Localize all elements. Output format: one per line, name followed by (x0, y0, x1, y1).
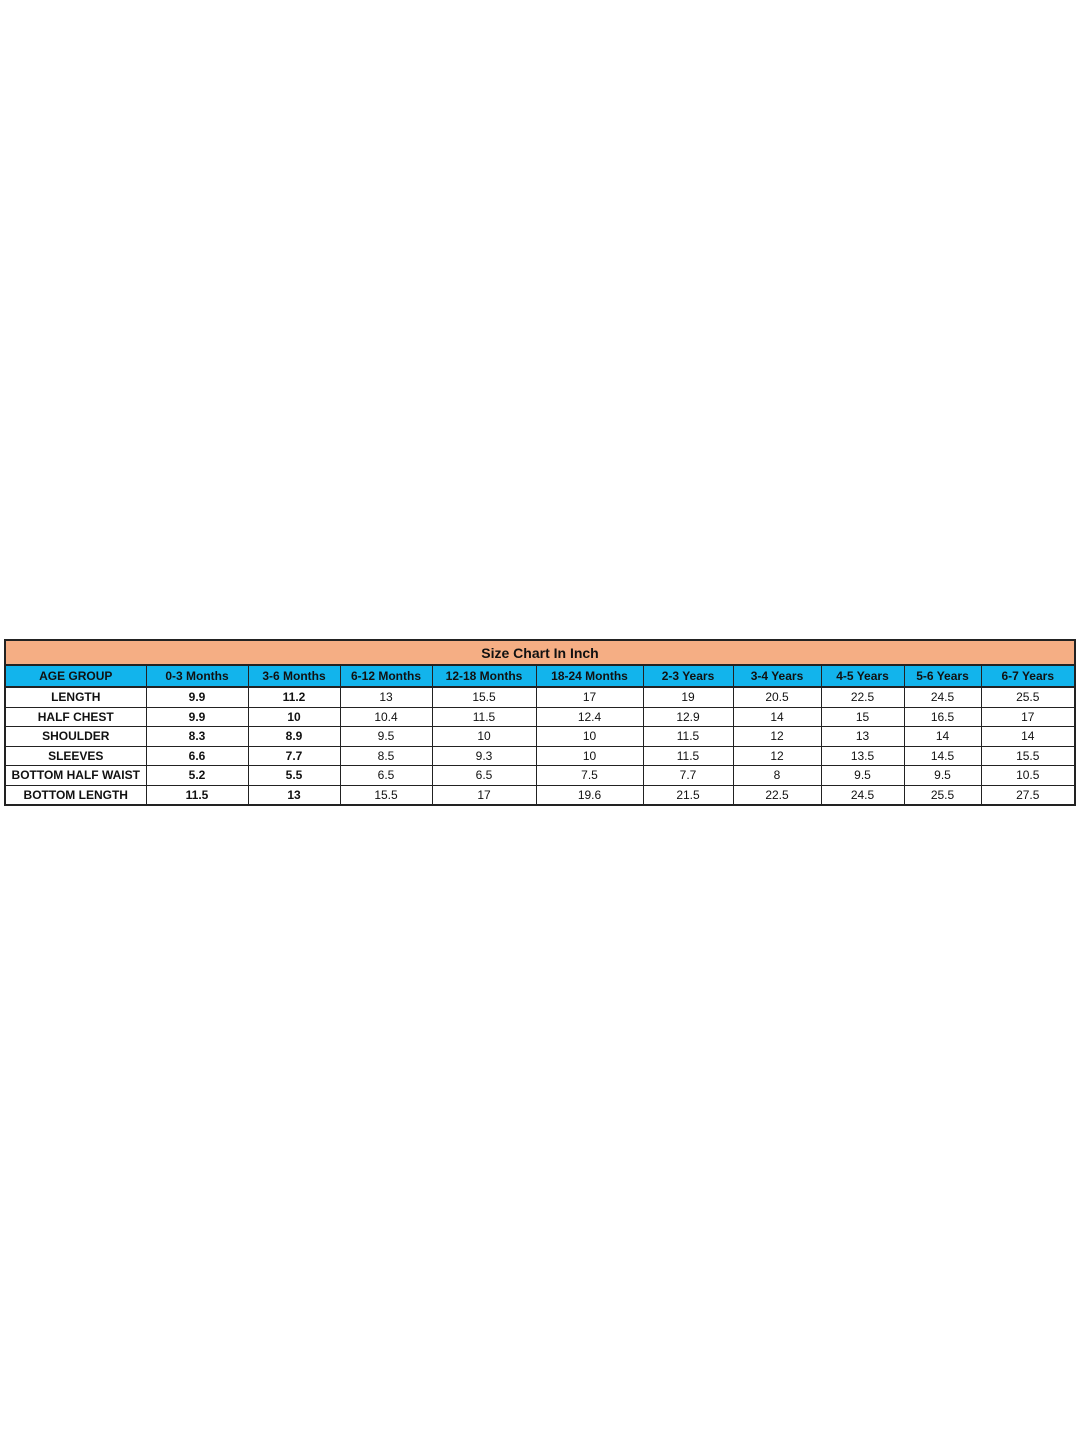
table-cell: 12 (732, 745, 822, 766)
table-cell: 25.5 (980, 686, 1076, 708)
table-cell: 5.5 (247, 765, 341, 786)
table-cell: 7.7 (642, 765, 734, 786)
column-header: 12-18 Months (431, 664, 537, 688)
table-row: SHOULDER 8.3 8.9 9.5 10 10 11.5 12 13 14 14 (4, 726, 1076, 747)
table-cell: 21.5 (642, 784, 734, 806)
table-cell: 24.5 (820, 784, 905, 806)
column-header: 4-5 Years (820, 664, 905, 688)
table-row: BOTTOM HALF WAIST 5.2 5.5 6.5 6.5 7.5 7.7 8 9.5 9… (4, 765, 1076, 786)
table-cell: 8.3 (145, 726, 249, 747)
column-header: 0-3 Months (145, 664, 249, 688)
header-row: AGE GROUP 0-3 Months 3-6 Months 6-12 Months… (4, 664, 1076, 688)
row-label: LENGTH (4, 686, 147, 708)
table-cell: 8 (732, 765, 822, 786)
table-cell: 20.5 (732, 686, 822, 708)
row-label: HALF CHEST (4, 706, 147, 727)
table-cell: 5.2 (145, 765, 249, 786)
column-header: 6-12 Months (339, 664, 433, 688)
size-chart: Size Chart In Inch AGE GROUP 0-3 Months 3-… (3, 639, 1077, 806)
table-cell: 10.5 (980, 765, 1076, 786)
table-cell: 10 (247, 706, 341, 727)
table-cell: 7.7 (247, 745, 341, 766)
table-cell: 10.4 (339, 706, 433, 727)
column-header: 6-7 Years (980, 664, 1076, 688)
table-cell: 16.5 (903, 706, 982, 727)
table-cell: 15 (820, 706, 905, 727)
table-cell: 17 (980, 706, 1076, 727)
column-header: AGE GROUP (4, 664, 147, 688)
table-cell: 9.5 (339, 726, 433, 747)
table-cell: 12 (732, 726, 822, 747)
table-title: Size Chart In Inch (3, 639, 1077, 666)
table-row: BOTTOM LENGTH 11.5 13 15.5 17 19.6 21.5 22.5 24.… (4, 784, 1076, 806)
table-cell: 9.9 (145, 686, 249, 708)
table-cell: 27.5 (980, 784, 1076, 806)
table-cell: 7.5 (535, 765, 644, 786)
table-cell: 17 (431, 784, 537, 806)
table-cell: 17 (535, 686, 644, 708)
table-cell: 19 (642, 686, 734, 708)
table-cell: 6.6 (145, 745, 249, 766)
table-row: LENGTH 9.9 11.2 13 15.5 17 19 20.5 22.5 24.5 25.5 (4, 686, 1076, 708)
table-cell: 10 (535, 726, 644, 747)
table-cell: 11.5 (642, 726, 734, 747)
table-cell: 22.5 (732, 784, 822, 806)
table-cell: 9.9 (145, 706, 249, 727)
table-cell: 15.5 (431, 686, 537, 708)
table-cell: 8.5 (339, 745, 433, 766)
table-cell: 10 (535, 745, 644, 766)
table-cell: 24.5 (903, 686, 982, 708)
table-cell: 14 (903, 726, 982, 747)
table-row: HALF CHEST 9.9 10 10.4 11.5 12.4 12.9 14 15 16.5 1… (4, 706, 1076, 727)
table-row: SLEEVES 6.6 7.7 8.5 9.3 10 11.5 12 13.5 14.5 15.5 (4, 745, 1076, 766)
column-header: 3-6 Months (247, 664, 341, 688)
table-cell: 12.4 (535, 706, 644, 727)
table-cell: 11.5 (431, 706, 537, 727)
table-cell: 13.5 (820, 745, 905, 766)
table-cell: 11.5 (642, 745, 734, 766)
table-cell: 6.5 (431, 765, 537, 786)
table-cell: 22.5 (820, 686, 905, 708)
table-cell: 14.5 (903, 745, 982, 766)
table-cell: 13 (247, 784, 341, 806)
table-cell: 11.2 (247, 686, 341, 708)
size-chart-table: Size Chart In Inch AGE GROUP 0-3 Months 3-… (3, 639, 1077, 806)
table-cell: 12.9 (642, 706, 734, 727)
column-header: 18-24 Months (535, 664, 644, 688)
column-header: 5-6 Years (903, 664, 982, 688)
table-cell: 9.3 (431, 745, 537, 766)
table-cell: 10 (431, 726, 537, 747)
row-label: SLEEVES (4, 745, 147, 766)
table-cell: 6.5 (339, 765, 433, 786)
table-cell: 15.5 (339, 784, 433, 806)
column-header: 3-4 Years (732, 664, 822, 688)
row-label: BOTTOM LENGTH (4, 784, 147, 806)
table-cell: 9.5 (903, 765, 982, 786)
table-cell: 9.5 (820, 765, 905, 786)
table-cell: 11.5 (145, 784, 249, 806)
table-cell: 25.5 (903, 784, 982, 806)
table-cell: 13 (820, 726, 905, 747)
row-label: BOTTOM HALF WAIST (4, 765, 147, 786)
table-cell: 14 (732, 706, 822, 727)
table-cell: 8.9 (247, 726, 341, 747)
table-cell: 13 (339, 686, 433, 708)
column-header: 2-3 Years (642, 664, 734, 688)
row-label: SHOULDER (4, 726, 147, 747)
table-cell: 19.6 (535, 784, 644, 806)
table-cell: 14 (980, 726, 1076, 747)
table-cell: 15.5 (980, 745, 1076, 766)
